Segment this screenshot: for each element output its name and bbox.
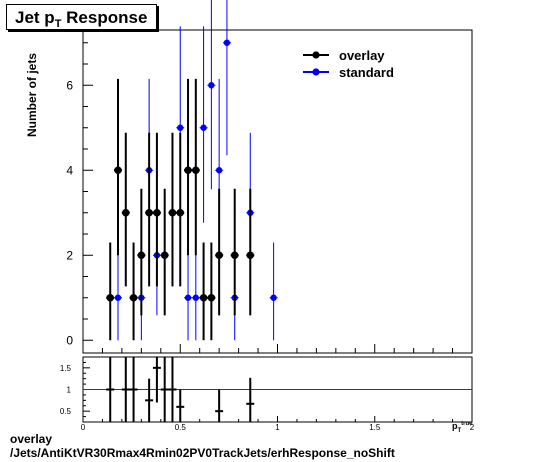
standard-point bbox=[184, 294, 192, 301]
overlay-point bbox=[106, 293, 115, 302]
legend-overlay-label: overlay bbox=[339, 48, 385, 63]
main-y-tick-label: 6 bbox=[66, 78, 73, 92]
overlay-point bbox=[207, 293, 216, 302]
overlay-point bbox=[176, 208, 185, 217]
standard-point bbox=[177, 124, 184, 131]
ratio-x-tick-label: 0.5 bbox=[175, 423, 187, 432]
overlay-point bbox=[199, 293, 208, 302]
footer-line-2: /Jets/AntiKtVR30Rmax4Rmin02PV0TrackJets/… bbox=[10, 446, 395, 460]
ratio-x-tick-label: 2 bbox=[470, 423, 475, 432]
legend-overlay-marker bbox=[312, 51, 320, 59]
overlay-point bbox=[121, 208, 130, 217]
ratio-x-tick-label: 0 bbox=[81, 423, 86, 432]
x-axis-unit-label: pTtrue bbox=[452, 421, 473, 434]
standard-point bbox=[270, 294, 277, 301]
overlay-point bbox=[184, 166, 192, 175]
standard-point bbox=[114, 294, 122, 301]
standard-point bbox=[200, 124, 207, 131]
overlay-point bbox=[145, 208, 153, 217]
main-y-tick-label: 4 bbox=[66, 163, 73, 177]
ratio-x-tick-label: 1 bbox=[275, 423, 280, 432]
overlay-point bbox=[137, 251, 146, 260]
overlay-point bbox=[230, 251, 239, 260]
standard-point bbox=[215, 167, 223, 174]
legend-standard-label: standard bbox=[339, 65, 394, 80]
chart-title: Jet pT Response bbox=[6, 4, 157, 30]
overlay-point bbox=[129, 293, 138, 302]
overlay-point bbox=[168, 208, 177, 217]
main-y-tick-label: 0 bbox=[66, 333, 73, 347]
overlay-point bbox=[153, 208, 161, 217]
overlay-point bbox=[215, 251, 223, 260]
standard-point bbox=[192, 294, 200, 301]
ratio-y-tick-label: 0.5 bbox=[60, 407, 72, 416]
standard-point bbox=[208, 82, 215, 89]
legend-standard-marker bbox=[312, 68, 320, 76]
ratio-y-tick-label: 1 bbox=[67, 386, 72, 395]
overlay-point bbox=[160, 251, 169, 260]
footer-line-1: overlay bbox=[10, 432, 53, 446]
ratio-x-tick-label: 1.5 bbox=[369, 423, 381, 432]
overlay-point bbox=[192, 166, 200, 175]
overlay-point bbox=[114, 166, 122, 175]
main-y-tick-label: 2 bbox=[66, 248, 73, 262]
standard-point bbox=[223, 39, 231, 46]
overlay-point bbox=[246, 251, 255, 260]
ratio-y-tick-label: 1.5 bbox=[60, 364, 72, 373]
